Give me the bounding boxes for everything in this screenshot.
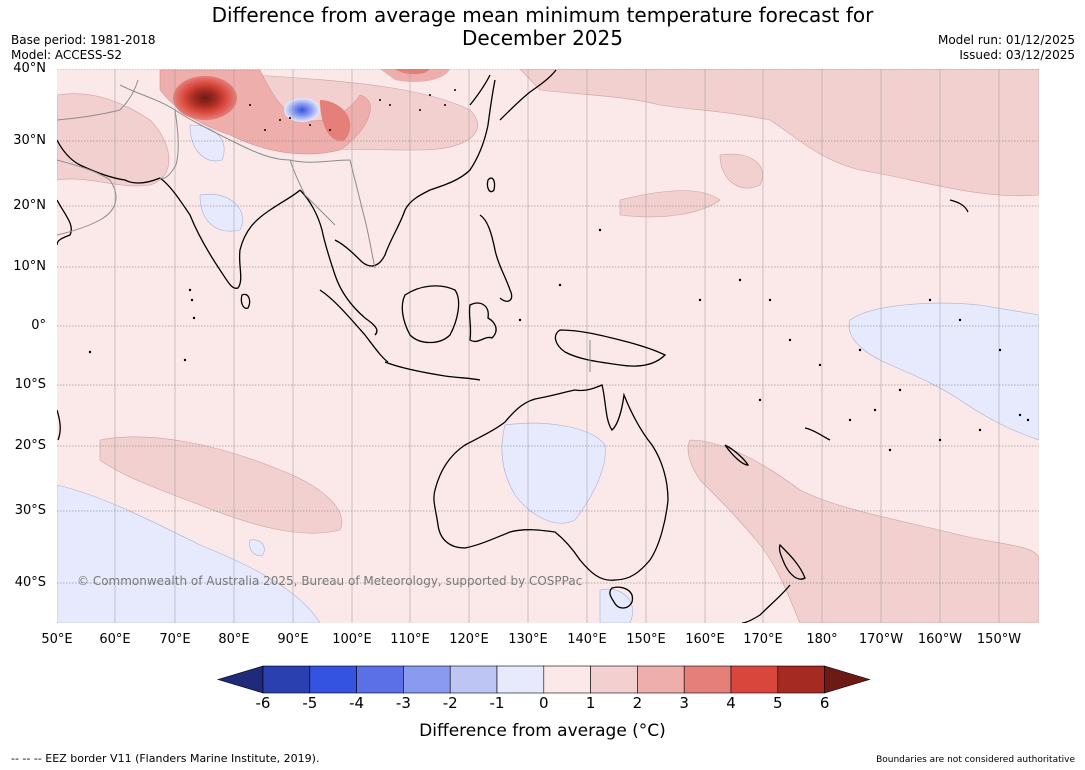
colorbar-tick-label: 4 [726,694,736,712]
lon-label-170w: 170°W [858,632,904,647]
lat-label-40n: 40°N [13,61,46,76]
coastlines [57,69,969,623]
map-area [57,69,1039,623]
lon-label-90e: 90°E [277,632,309,647]
metadata-right: Model run: 01/12/2025 Issued: 03/12/2025 [938,33,1075,63]
colorbar-segment [309,665,357,694]
lat-label-30s: 30°S [14,503,46,518]
colorbar-segment [449,665,498,694]
anomaly-minus1-to-0-regions [57,124,1039,623]
colorbar-tick-label: -1 [489,694,505,712]
lat-label-20n: 20°N [13,198,46,213]
colorbar-tick-label: -3 [395,694,411,712]
lon-label-160e: 160°E [685,632,725,647]
colorbar-tick-label: 2 [632,694,643,712]
lon-label-140e: 140°E [567,632,607,647]
lat-label-20s: 20°S [14,438,46,453]
title-line-1: Difference from average mean minimum tem… [211,3,874,27]
lat-label-equator: 0° [31,318,46,333]
colorbar-tick-label: -4 [349,694,365,712]
colorbar-extend-high [824,665,871,694]
colorbar-segment [403,665,451,694]
lat-label-30n: 30°N [13,133,46,148]
colorbar-segment [590,665,638,694]
colorbar-segment [683,665,732,694]
colorbar-segment [543,665,591,694]
colorbar-tick-label: 6 [819,694,830,712]
colorbar-label: Difference from average (°C) [419,721,666,741]
lon-label-100e: 100°E [332,632,372,647]
lon-label-160w: 160°W [917,632,963,647]
colorbar [216,665,871,694]
colorbar-tick-label: 3 [679,694,689,712]
colorbar-tick-label: 0 [539,694,549,712]
colorbar-tick-label: -5 [302,694,318,712]
lon-label-150w: 150°W [976,632,1022,647]
copyright-notice: © Commonwealth of Australia 2025, Bureau… [77,574,583,588]
graticule [57,69,1039,623]
lon-label-180: 180° [806,632,838,647]
lon-label-170e: 170°E [743,632,783,647]
anomaly-hot-regions [159,69,450,155]
lon-label-60e: 60°E [99,632,131,647]
map-title: Difference from average mean minimum tem… [0,4,1085,50]
lon-label-150e: 150°E [626,632,666,647]
colorbar-tick-label: -2 [442,694,458,712]
colorbar-tick-label: 5 [773,694,783,712]
lon-label-130e: 130°E [508,632,548,647]
colorbar-extend-low [216,665,264,694]
title-line-2: December 2025 [462,26,623,50]
lon-label-50e: 50°E [41,632,73,647]
metadata-left: Base period: 1981-2018 Model: ACCESS-S2 [11,33,156,63]
lon-label-120e: 120°E [449,632,489,647]
colorbar-tick-label: 1 [585,694,596,712]
lat-label-40s: 40°S [14,575,46,590]
lon-label-70e: 70°E [159,632,191,647]
boundaries-disclaimer: Boundaries are not considered authoritat… [876,755,1075,765]
colorbar-segment [777,665,825,694]
issued-date: Issued: 03/12/2025 [959,48,1075,62]
eez-border-note: -- -- -- EEZ border V11 (Flanders Marine… [11,752,320,765]
country-borders [57,79,591,372]
colorbar-segment [262,665,311,694]
colorbar-segment [637,665,685,694]
lon-label-80e: 80°E [218,632,250,647]
colorbar-segment [356,665,404,694]
model-name: Model: ACCESS-S2 [11,48,123,62]
base-period: Base period: 1981-2018 [11,33,156,47]
small-islands [88,89,1030,452]
model-run: Model run: 01/12/2025 [937,33,1075,47]
colorbar-segment [730,665,779,694]
colorbar-segment [496,665,545,694]
lon-label-110e: 110°E [390,632,430,647]
lat-label-10s: 10°S [14,377,46,392]
lat-label-10n: 10°N [13,259,46,274]
colorbar-tick-label: -6 [255,694,271,712]
